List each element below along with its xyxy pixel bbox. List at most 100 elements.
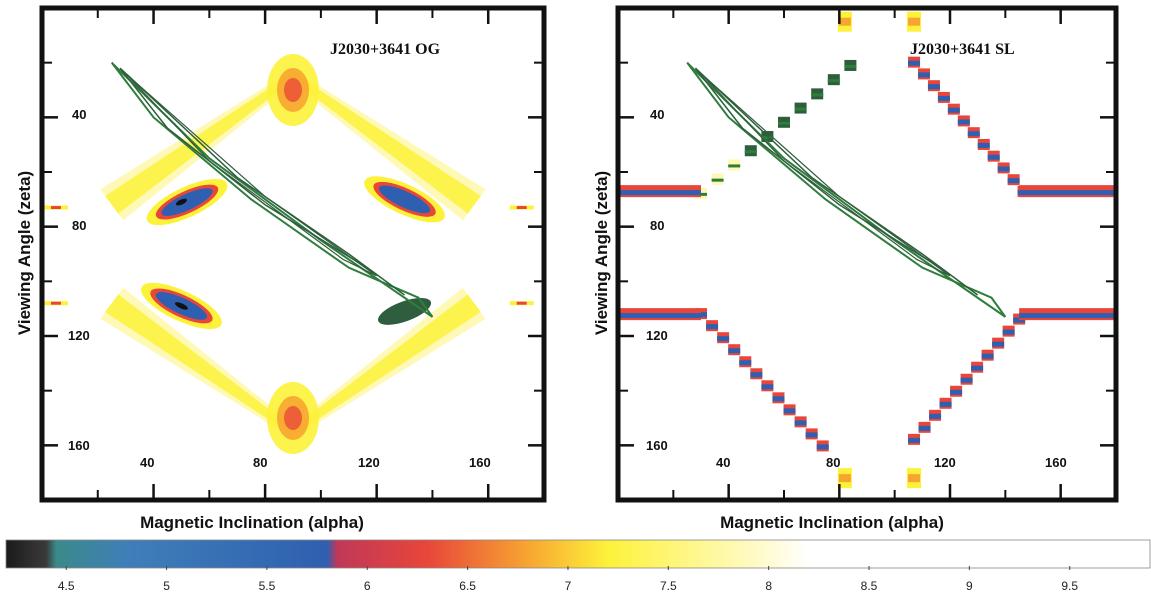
staircase-cell — [744, 150, 757, 154]
panel-og: J2030+3641 OG 40 80 120 160 40 80 120 16… — [15, 5, 547, 532]
y-tick-label: 80 — [72, 218, 86, 233]
staircase-cell — [728, 164, 741, 168]
radio-contour-line — [119, 67, 406, 296]
colorbar-ticks: 4.5 5 5.5 6 6.5 7 7.5 8 8.5 9 9.5 — [58, 566, 1078, 593]
edge-band — [50, 206, 61, 210]
colorbar-tick-label: 9 — [966, 579, 973, 593]
staircase-cell — [981, 353, 994, 359]
y-tick-label: 120 — [646, 328, 668, 343]
staircase-cell — [997, 166, 1010, 172]
tick-marks-sl — [618, 8, 1116, 500]
x-tick-label: 80 — [253, 455, 267, 470]
edge-band — [516, 301, 527, 305]
colorbar-tick-label: 5.5 — [259, 579, 276, 593]
edge-band — [50, 301, 61, 305]
radio-contour-line — [700, 73, 951, 277]
staircase-cell — [908, 60, 921, 66]
heatmap-sl — [618, 11, 1116, 489]
horizontal-band — [1019, 190, 1116, 196]
staircase-cell — [711, 178, 724, 182]
y-tick-label: 40 — [650, 107, 664, 122]
colorbar-tick-label: 8.5 — [861, 579, 878, 593]
staircase-cell — [917, 72, 930, 78]
x-tick-label: 120 — [358, 455, 380, 470]
colorbar-tick-label: 4.5 — [58, 579, 75, 593]
staircase-cell — [987, 154, 1000, 160]
radio-contour-line — [125, 73, 378, 277]
horizontal-band — [618, 190, 701, 196]
staircase-cell — [739, 360, 752, 366]
staircase-cell — [728, 348, 741, 354]
x-tick-label: 80 — [826, 455, 840, 470]
staircase-cell — [761, 136, 774, 140]
likelihood-island — [378, 297, 432, 325]
colorbar-tick-label: 7.5 — [660, 579, 677, 593]
colorbar-tick-label: 5 — [163, 579, 170, 593]
y-tick-label: 160 — [68, 438, 90, 453]
x-tick-label: 160 — [469, 455, 491, 470]
radio-contour-sl — [686, 61, 1007, 318]
staircase-cell — [717, 336, 730, 342]
staircase-cell — [827, 79, 840, 83]
likelihood-peak — [284, 78, 302, 102]
horizontal-band — [618, 313, 701, 319]
staircase-cell — [971, 365, 984, 371]
staircase-cell — [1007, 178, 1020, 184]
likelihood-ridge — [105, 294, 295, 435]
likelihood-ridge — [291, 73, 481, 214]
y-axis-label-og: Viewing Angle (zeta) — [15, 171, 34, 335]
colorbar: 4.5 5 5.5 6 6.5 7 7.5 8 8.5 9 9.5 — [5, 539, 1151, 593]
x-axis-label-sl: Magnetic Inclination (alpha) — [720, 513, 944, 532]
staircase-cell — [750, 372, 763, 378]
staircase-cell — [957, 119, 970, 125]
staircase-cell — [927, 84, 940, 90]
likelihood-ridge — [291, 294, 481, 435]
staircase-cell — [1002, 329, 1015, 335]
staircase-cell — [816, 444, 829, 450]
colorbar-tick-label: 6 — [364, 579, 371, 593]
colorbar-tick-label: 9.5 — [1061, 579, 1078, 593]
radio-contour-line — [110, 61, 434, 318]
staircase-cell — [805, 432, 818, 438]
edge-blob — [908, 17, 921, 26]
edge-blob — [838, 17, 851, 26]
staircase-cell — [811, 93, 824, 97]
staircase-cell — [977, 142, 990, 148]
edge-band — [516, 206, 527, 210]
staircase-cell — [794, 107, 807, 111]
x-tick-label: 40 — [716, 455, 730, 470]
likelihood-island — [378, 185, 431, 214]
likelihood-min — [175, 198, 187, 206]
staircase-cell — [960, 377, 973, 383]
staircase-cell — [844, 64, 857, 68]
y-tick-label: 80 — [650, 218, 664, 233]
staircase-cell — [908, 437, 921, 443]
edge-blob — [838, 474, 851, 483]
radio-contour-line — [686, 61, 1007, 318]
staircase-cell — [794, 420, 807, 426]
panel-title-og: J2030+3641 OG — [330, 41, 441, 58]
staircase-cell — [992, 341, 1005, 347]
x-axis-label-og: Magnetic Inclination (alpha) — [140, 513, 364, 532]
staircase-cell — [939, 401, 952, 407]
likelihood-peak — [284, 406, 302, 430]
y-tick-label: 40 — [72, 107, 86, 122]
likelihood-min — [175, 302, 188, 310]
radio-contour-og — [110, 61, 434, 318]
staircase-cell — [783, 408, 796, 414]
panel-title-sl: J2030+3641 SL — [910, 41, 1015, 58]
x-tick-label: 160 — [1045, 455, 1067, 470]
edge-blob — [908, 474, 921, 483]
heatmap-og — [43, 54, 534, 454]
colorbar-tick-label: 6.5 — [459, 579, 476, 593]
likelihood-island — [161, 188, 213, 216]
staircase-cell — [950, 389, 963, 395]
y-tick-label: 120 — [68, 328, 90, 343]
staircase-cell — [929, 413, 942, 419]
colorbar-gradient — [5, 539, 1151, 569]
colorbar-tick-label: 8 — [765, 579, 772, 593]
colorbar-tick-label: 7 — [565, 579, 572, 593]
y-axis-label-sl: Viewing Angle (zeta) — [592, 171, 611, 335]
staircase-cell — [778, 121, 790, 125]
